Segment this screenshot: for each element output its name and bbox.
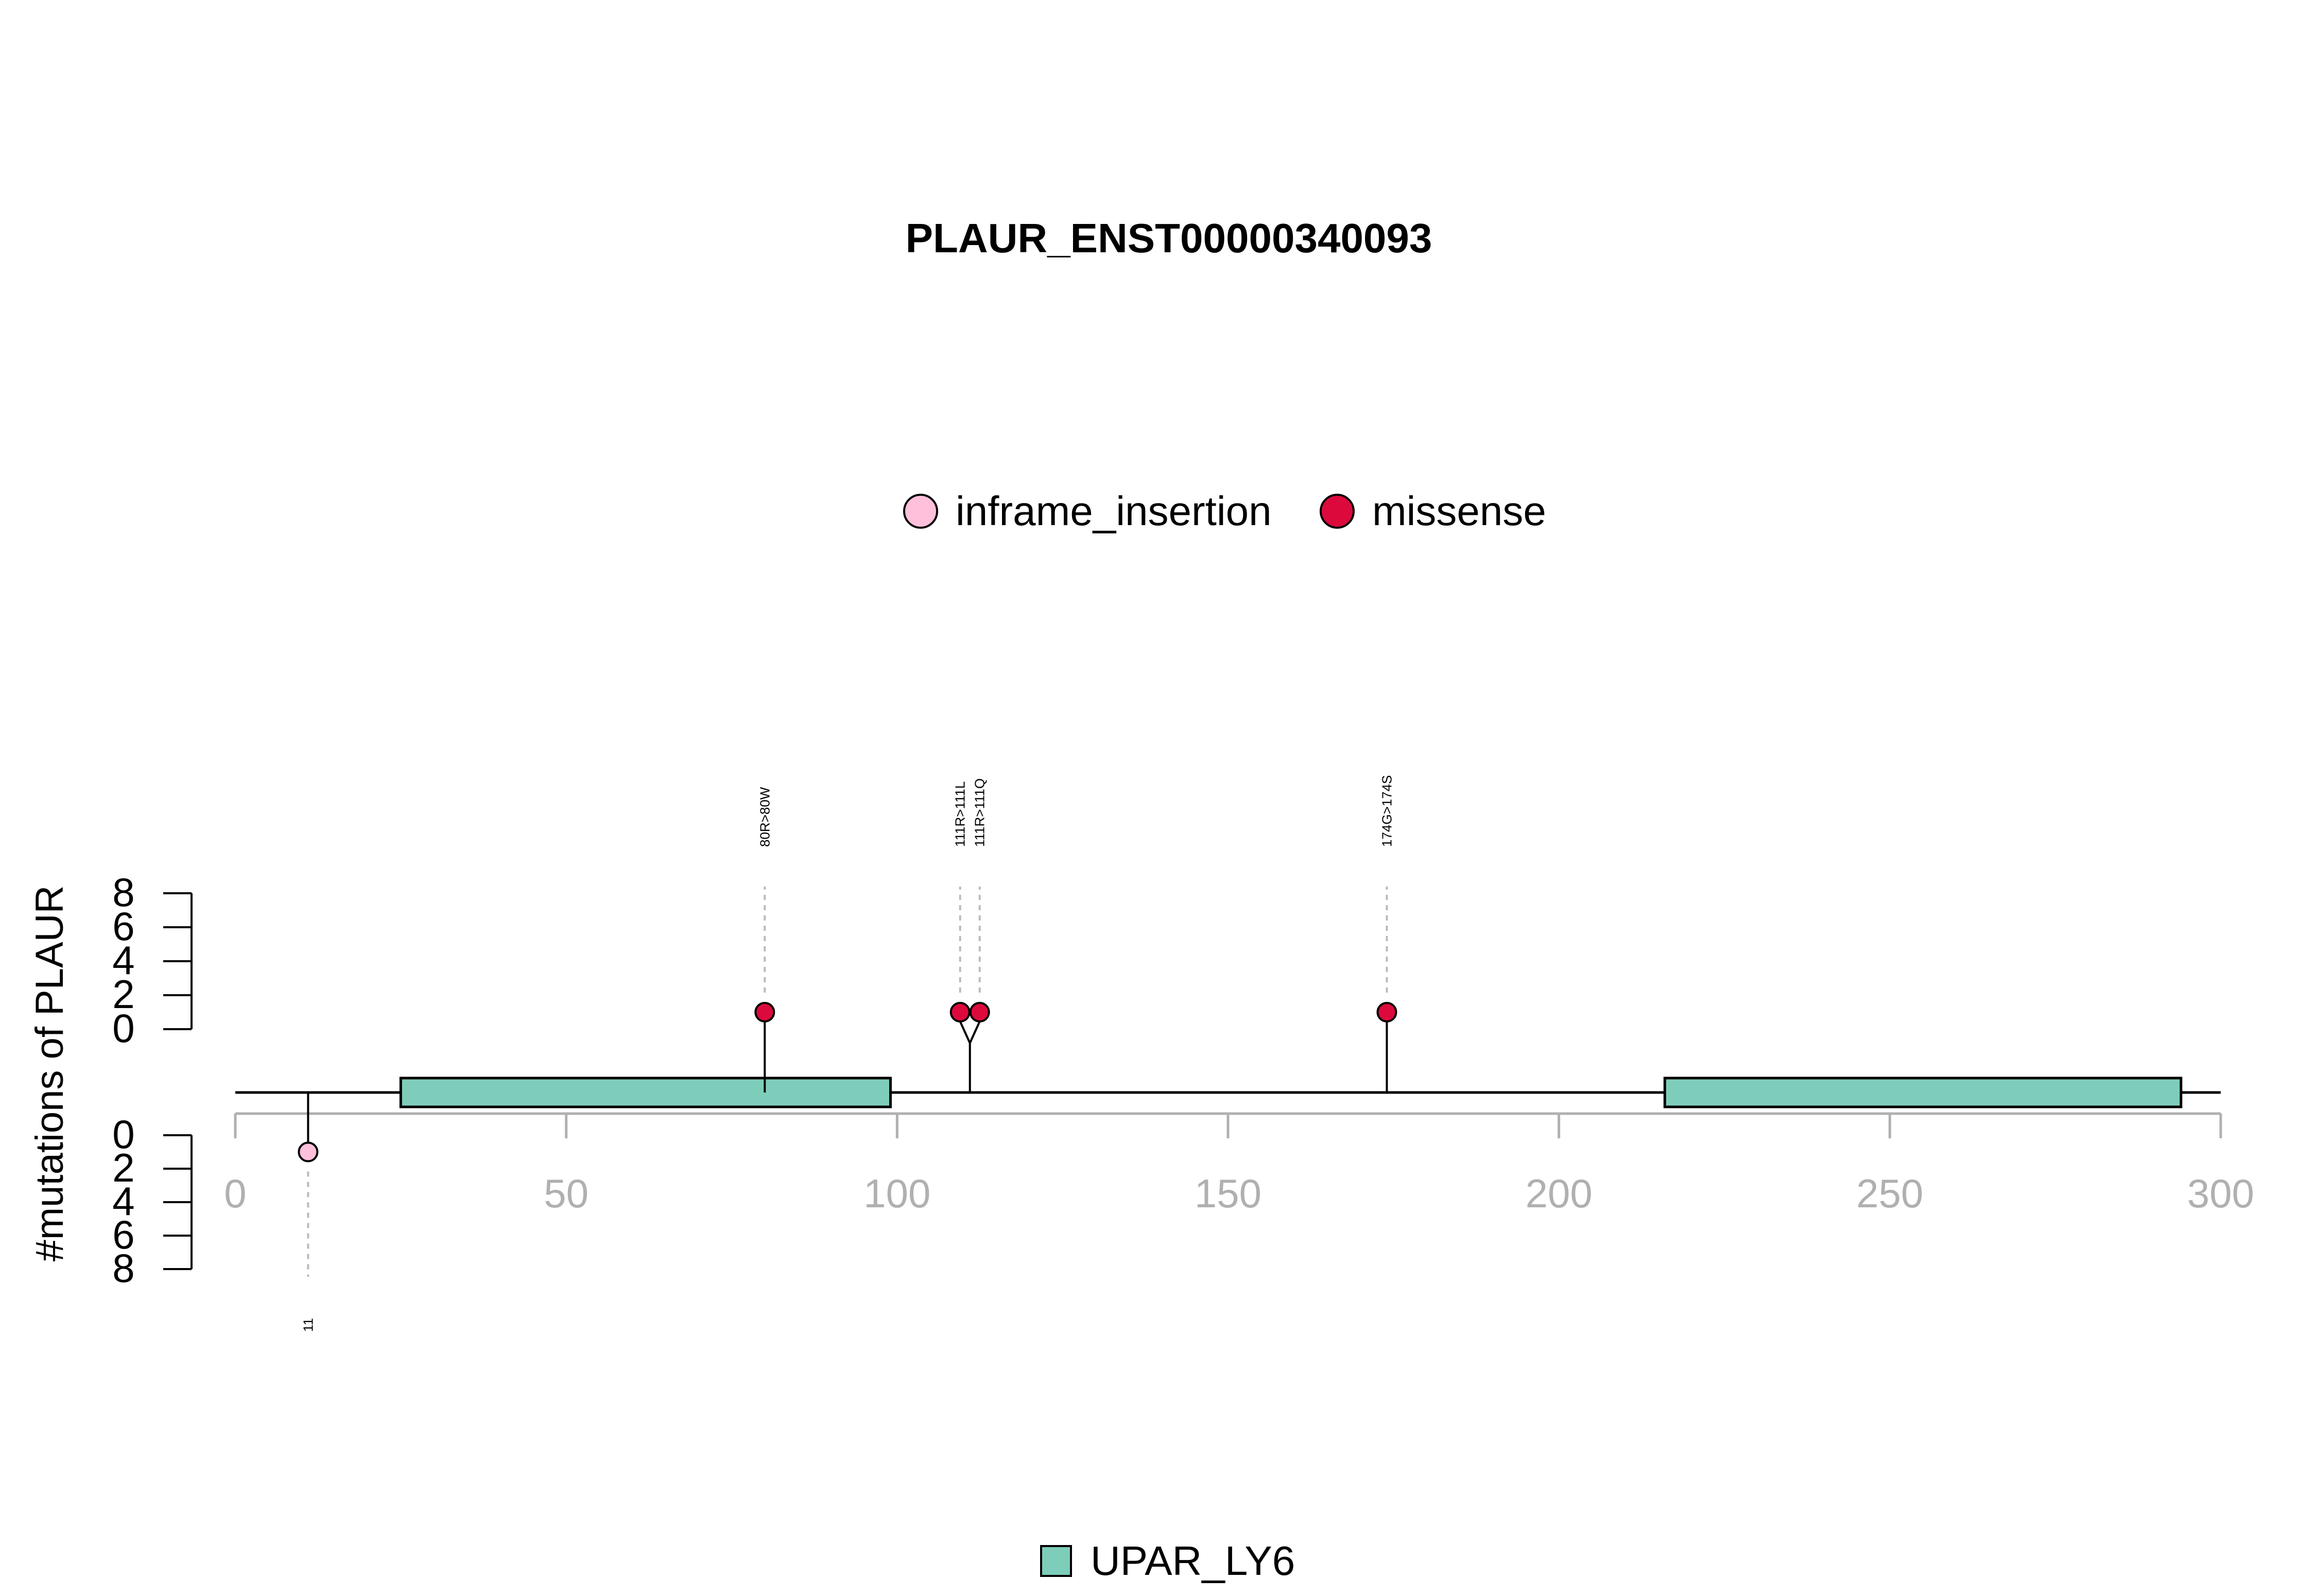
x-tick-label: 150 [1195, 1171, 1261, 1216]
x-tick-label: 0 [224, 1171, 246, 1216]
y-tick-label-top: 4 [112, 938, 134, 983]
legend-domain-swatch [1040, 1545, 1072, 1577]
y-tick-label-bottom: 2 [112, 1145, 134, 1190]
lollipop-branch [969, 1021, 981, 1044]
x-tick-label: 300 [2187, 1171, 2254, 1216]
y-tick-label-bottom: 6 [112, 1212, 134, 1257]
legend-label-inframe-insertion: inframe_insertion [956, 488, 1272, 534]
lollipops-top: 80R>80W 111R>111L 111R>111Q 174G>174S [754, 775, 1397, 1092]
lollipop-head [949, 1002, 971, 1022]
domain-boxes [399, 1077, 2183, 1108]
lollipop-label-bottom: 11 [300, 1318, 316, 1332]
y-axis-label: #mutations of PLAUR [28, 886, 72, 1262]
lollipop-label: 80R>80W [757, 787, 772, 847]
domain-box [1663, 1077, 2183, 1108]
legend-marker-inframe-insertion [903, 494, 938, 529]
mutation-legend: inframe_insertion missense [903, 488, 1546, 534]
x-tick-label: 250 [1856, 1171, 1923, 1216]
y-tick-label-top: 8 [112, 870, 134, 915]
x-tick-label: 50 [544, 1171, 589, 1216]
lollipop-label: 111R>111Q [972, 778, 988, 847]
y-tick-label-top: 0 [112, 1005, 134, 1051]
legend-marker-missense [1320, 494, 1355, 529]
chart-title: PLAUR_ENST00000340093 [906, 215, 1432, 261]
legend-label-missense: missense [1372, 488, 1546, 534]
y-tick-label-bottom: 4 [112, 1178, 134, 1224]
domain-legend: UPAR_LY6 [1040, 1538, 1295, 1584]
lollipop-label: 174G>174S [1379, 775, 1394, 847]
lollipop-branch [959, 1021, 971, 1044]
lollipop-head [754, 1002, 775, 1022]
domain-box [399, 1077, 892, 1108]
lollipop-head [1376, 1002, 1397, 1022]
legend-domain-label: UPAR_LY6 [1091, 1538, 1295, 1584]
x-tick-label: 100 [863, 1171, 930, 1216]
lollipop-head-bottom [298, 1141, 319, 1163]
x-axis: 0 50 100 150 200 250 300 [224, 1112, 2254, 1216]
y-tick-label-bottom: 0 [112, 1112, 134, 1157]
y-tick-label-top: 6 [112, 904, 134, 949]
lollipop-label: 111R>111L [953, 782, 968, 847]
lollipops-bottom: 11 [298, 1092, 319, 1332]
y-tick-label-top: 2 [112, 972, 134, 1017]
x-tick-label: 200 [1526, 1171, 1593, 1216]
lollipop-head [969, 1002, 990, 1022]
y-tick-label-bottom: 8 [112, 1245, 134, 1291]
